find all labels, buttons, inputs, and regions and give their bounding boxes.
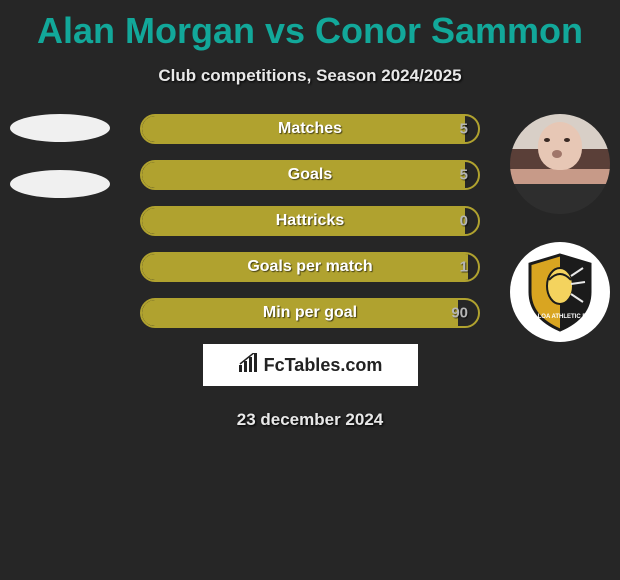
bar-hattricks: Hattricks 0	[140, 206, 480, 236]
comparison-content: ALLOA ATHLETIC FC Matches 5 Goals 5 Hatt…	[0, 114, 620, 430]
right-player-avatar	[510, 114, 610, 214]
bar-right-value: 0	[460, 213, 468, 230]
bar-label: Goals per match	[142, 258, 478, 276]
shield-icon: ALLOA ATHLETIC FC	[525, 252, 595, 332]
stat-bars: Matches 5 Goals 5 Hattricks 0 Goals per …	[140, 114, 480, 328]
fctables-logo: FcTables.com	[203, 344, 418, 386]
bar-label: Goals	[142, 166, 478, 184]
bar-label: Hattricks	[142, 212, 478, 230]
bar-right-value: 5	[460, 167, 468, 184]
page-title: Alan Morgan vs Conor Sammon	[0, 0, 620, 52]
chart-icon	[238, 353, 258, 378]
left-crest-placeholder	[10, 170, 110, 198]
bar-right-value: 5	[460, 121, 468, 138]
right-badges: ALLOA ATHLETIC FC	[510, 114, 610, 370]
bar-right-value: 90	[451, 305, 468, 322]
bar-label: Matches	[142, 120, 478, 138]
bar-goals: Goals 5	[140, 160, 480, 190]
bar-right-value: 1	[460, 259, 468, 276]
right-club-crest: ALLOA ATHLETIC FC	[510, 242, 610, 342]
bar-goals-per-match: Goals per match 1	[140, 252, 480, 282]
logo-text: FcTables.com	[264, 355, 383, 376]
bar-matches: Matches 5	[140, 114, 480, 144]
left-badges	[10, 114, 110, 226]
date-text: 23 december 2024	[0, 410, 620, 430]
page-subtitle: Club competitions, Season 2024/2025	[0, 66, 620, 86]
left-player-placeholder	[10, 114, 110, 142]
svg-text:ALLOA ATHLETIC FC: ALLOA ATHLETIC FC	[530, 314, 591, 320]
bar-label: Min per goal	[142, 304, 478, 322]
bar-min-per-goal: Min per goal 90	[140, 298, 480, 328]
